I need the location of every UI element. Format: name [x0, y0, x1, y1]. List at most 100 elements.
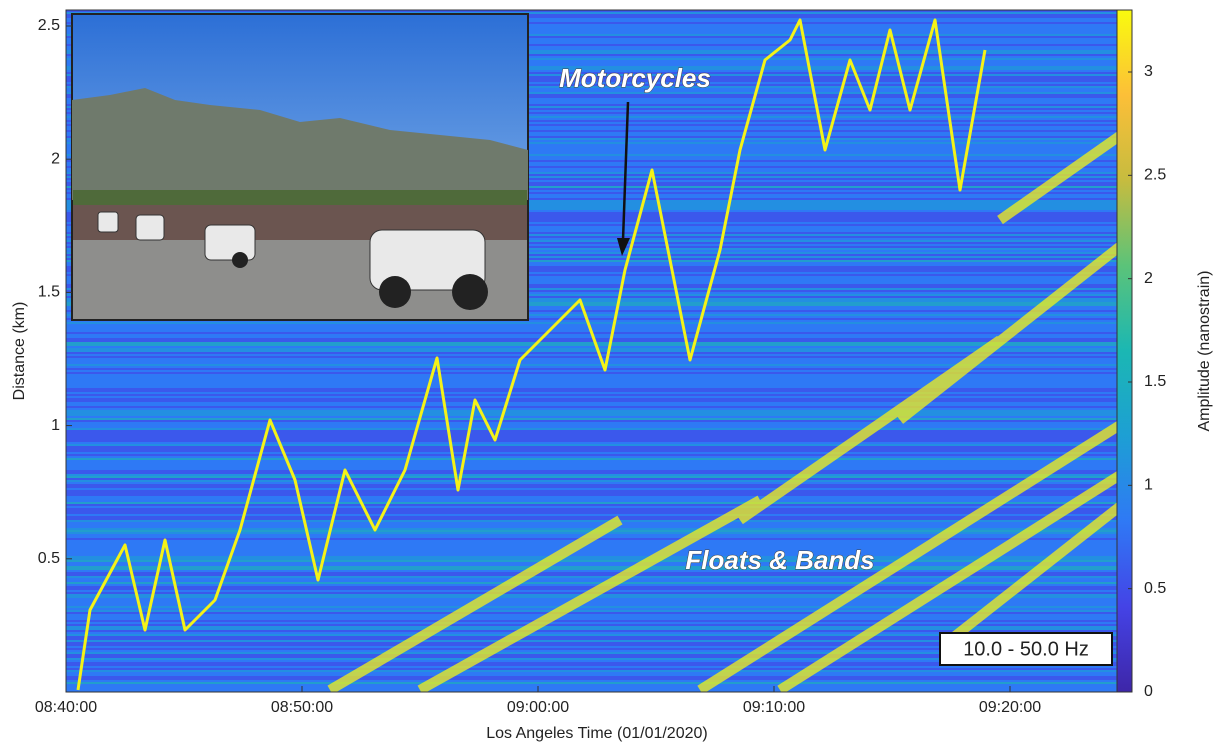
heatmap-row: [66, 502, 1128, 504]
heatmap-row: [66, 600, 1128, 602]
x-tick-label: 08:50:00: [271, 699, 333, 716]
heatmap-row: [66, 322, 1128, 324]
colorbar: [1117, 10, 1132, 692]
colorbar-tick-label: 0.5: [1144, 580, 1166, 597]
inset-photo: [72, 14, 528, 320]
heatmap-row: [66, 384, 1128, 386]
colorbar-tick-label: 0: [1144, 683, 1153, 700]
colorbar-tick-label: 2: [1144, 270, 1153, 287]
heatmap-row: [66, 380, 1128, 382]
heatmap-row: [66, 494, 1128, 496]
heatmap-row: [66, 674, 1128, 676]
heatmap-row: [66, 474, 1128, 476]
heatmap-row: [66, 452, 1128, 454]
heatmap-row: [66, 686, 1128, 688]
heatmap-row: [66, 454, 1128, 456]
heatmap-row: [66, 488, 1128, 490]
heatmap-row: [66, 476, 1128, 478]
heatmap-row: [66, 602, 1128, 604]
x-tick-label: 09:10:00: [743, 699, 805, 716]
colorbar-tick-label: 2.5: [1144, 167, 1166, 184]
y-tick-label: 2.5: [38, 17, 60, 34]
x-axis-label: Los Angeles Time (01/01/2020): [486, 725, 707, 742]
heatmap-row: [66, 336, 1128, 338]
heatmap-row: [66, 398, 1128, 400]
heatmap-row: [66, 684, 1128, 686]
heatmap-row: [66, 378, 1128, 380]
heatmap-row: [66, 426, 1128, 428]
annotation: Floats & Bands: [685, 545, 874, 575]
heatmap-row: [66, 486, 1128, 488]
heatmap-row: [66, 610, 1128, 612]
heatmap-row: [66, 402, 1128, 404]
heatmap-row: [66, 676, 1128, 678]
heatmap-row: [66, 500, 1128, 502]
heatmap-row: [66, 480, 1128, 482]
heatmap-row: [66, 546, 1128, 548]
heatmap-row: [66, 508, 1128, 510]
heatmap-row: [66, 562, 1128, 564]
heatmap-row: [66, 556, 1128, 558]
heatmap-row: [66, 440, 1128, 442]
heatmap-row: [66, 448, 1128, 450]
heatmap-row: [66, 374, 1128, 376]
heatmap-row: [66, 680, 1128, 682]
heatmap-row: [66, 554, 1128, 556]
y-tick-label: 1: [51, 417, 60, 434]
heatmap-row: [66, 352, 1128, 354]
heatmap-row: [66, 442, 1128, 444]
heatmap-row: [66, 506, 1128, 508]
heatmap-row: [66, 340, 1128, 342]
y-tick-label: 1.5: [38, 284, 60, 301]
heatmap-row: [66, 388, 1128, 390]
heatmap-row: [66, 582, 1128, 584]
heatmap-row: [66, 332, 1128, 334]
heatmap-row: [66, 484, 1128, 486]
heatmap-row: [66, 386, 1128, 388]
heatmap-row: [66, 412, 1128, 414]
annotation: Motorcycles: [559, 63, 711, 93]
heatmap-row: [66, 578, 1128, 580]
heatmap-row: [66, 392, 1128, 394]
heatmap-row: [66, 446, 1128, 448]
heatmap-row: [66, 334, 1128, 336]
heatmap-row: [66, 406, 1128, 408]
heatmap-row: [66, 422, 1128, 424]
heatmap-row: [66, 472, 1128, 474]
heatmap-row: [66, 410, 1128, 412]
heatmap-row: [66, 424, 1128, 426]
heatmap-row: [66, 496, 1128, 498]
heatmap-row: [66, 558, 1128, 560]
y-tick-label: 2: [51, 150, 60, 167]
heatmap-row: [66, 478, 1128, 480]
heatmap-row: [66, 614, 1128, 616]
heatmap-row: [66, 324, 1128, 326]
heatmap-row: [66, 498, 1128, 500]
heatmap-row: [66, 464, 1128, 466]
colorbar-tick-label: 3: [1144, 63, 1153, 80]
heatmap-row: [66, 616, 1128, 618]
heatmap-row: [66, 688, 1128, 690]
heatmap-row: [66, 670, 1128, 672]
heatmap-row: [66, 598, 1128, 600]
x-tick-label: 09:20:00: [979, 699, 1041, 716]
heatmap-row: [66, 420, 1128, 422]
heatmap-row: [66, 376, 1128, 378]
heatmap-row: [66, 682, 1128, 684]
heatmap-row: [66, 430, 1128, 432]
heatmap-row: [66, 456, 1128, 458]
heatmap-row: [66, 540, 1128, 542]
heatmap-row: [66, 414, 1128, 416]
heatmap-row: [66, 668, 1128, 670]
heatmap-row: [66, 608, 1128, 610]
heatmap-row: [66, 458, 1128, 460]
heatmap-row: [66, 666, 1128, 668]
colorbar-label: Amplitude (nanostrain): [1196, 271, 1213, 432]
y-axis-label: Distance (km): [11, 302, 28, 401]
heatmap-row: [66, 438, 1128, 440]
heatmap-row: [66, 510, 1128, 512]
heatmap-row: [66, 490, 1128, 492]
heatmap-row: [66, 512, 1128, 514]
heatmap-row: [66, 434, 1128, 436]
heatmap-row: [66, 550, 1128, 552]
